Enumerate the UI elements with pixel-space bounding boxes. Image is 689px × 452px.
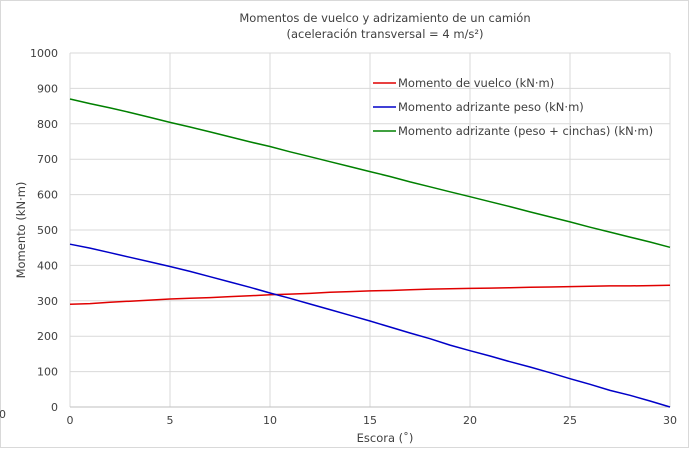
y-tick-label: 500	[37, 224, 58, 237]
series-line-3	[69, 98, 671, 249]
x-axis-label: Escora (˚)	[357, 430, 414, 445]
x-tick-label: 15	[363, 414, 377, 427]
legend-label-2: Momento adrizante peso (kN·m)	[398, 100, 584, 114]
y-tick-label: 200	[37, 330, 58, 343]
y-tick-label: 300	[37, 295, 58, 308]
y-tick-label: 0	[51, 401, 58, 414]
x-tick-label: 10	[263, 414, 277, 427]
y-tick-label: 900	[37, 82, 58, 95]
series-line-1	[69, 284, 671, 306]
x-tick-label: 5	[167, 414, 174, 427]
stray-label: 0	[0, 408, 6, 421]
grid	[69, 52, 671, 408]
legend-label-1: Momento de vuelco (kN·m)	[398, 76, 554, 90]
chart-title: Momentos de vuelco y adrizamiento de un …	[239, 11, 530, 25]
y-axis-label: Momento (kN·m)	[14, 182, 28, 279]
chart-subtitle: (aceleración transversal = 4 m/s²)	[287, 27, 484, 41]
legend: Momento de vuelco (kN·m) Momento adrizant…	[373, 76, 653, 138]
y-tick-label: 700	[37, 153, 58, 166]
y-tick-label: 600	[37, 189, 58, 202]
x-tick-label: 30	[663, 414, 677, 427]
x-tick-label: 0	[67, 414, 74, 427]
x-tick-label: 20	[463, 414, 477, 427]
y-tick-label: 400	[37, 259, 58, 272]
axes: 0 100 200 300 400 500 600 700 800 900 1000 0 5 10 15 20…	[30, 47, 677, 427]
x-tick-label: 25	[563, 414, 577, 427]
series-line-2	[69, 243, 671, 408]
legend-label-3: Momento adrizante (peso + cinchas) (kN·m…	[398, 124, 653, 138]
y-tick-label: 800	[37, 118, 58, 131]
y-tick-label: 1000	[30, 47, 58, 60]
y-tick-label: 100	[37, 366, 58, 379]
series-lines	[69, 98, 671, 408]
